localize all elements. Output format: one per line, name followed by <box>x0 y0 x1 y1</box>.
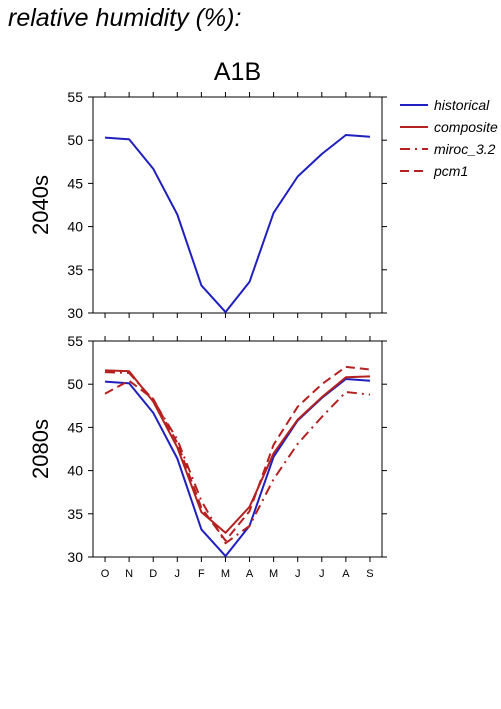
y-tick-label: 30 <box>67 305 83 321</box>
series-line-historical-2080s <box>104 378 371 558</box>
panel-label-2040s: 2040s <box>28 175 53 235</box>
y-tick-label: 35 <box>67 262 83 278</box>
legend-label-miroc-3-2: miroc_3.2 <box>434 141 496 157</box>
y-tick-label: 55 <box>67 333 83 349</box>
y-tick-label: 40 <box>67 463 83 479</box>
y-tick-label: 30 <box>67 549 83 565</box>
y-tick-label: 40 <box>67 219 83 235</box>
x-tick-label: D <box>149 568 157 580</box>
legend-label-composite: composite <box>434 119 498 135</box>
series-line-pcm1-2080s <box>104 365 371 542</box>
x-tick-label: A <box>342 568 350 580</box>
y-tick-label: 55 <box>67 89 83 105</box>
plot-frame-2040s <box>92 96 383 314</box>
x-tick-label: J <box>319 568 325 580</box>
x-tick-label: J <box>175 568 181 580</box>
x-tick-label: O <box>101 568 110 580</box>
series-line-miroc-3-2-2080s <box>104 371 371 545</box>
y-tick-label: 35 <box>67 506 83 522</box>
x-tick-label: F <box>198 568 205 580</box>
y-tick-label: 50 <box>67 376 83 392</box>
chart-title: A1B <box>214 58 261 86</box>
series-line-composite-2080s <box>104 369 371 534</box>
x-tick-label: M <box>269 568 278 580</box>
x-tick-label: S <box>366 568 373 580</box>
plot-frame-2080s <box>92 340 383 558</box>
x-tick-label: M <box>221 568 230 580</box>
y-tick-label: 45 <box>67 175 83 191</box>
x-tick-label: J <box>295 568 301 580</box>
y-tick-label: 50 <box>67 132 83 148</box>
x-tick-label: N <box>125 568 133 580</box>
series-line-historical-2040s <box>104 134 371 314</box>
legend-label-pcm1: pcm1 <box>433 163 468 179</box>
page-title: relative humidity (%): <box>8 4 242 32</box>
panel-label-2080s: 2080s <box>28 419 53 479</box>
y-tick-label: 45 <box>67 419 83 435</box>
x-tick-label: A <box>246 568 254 580</box>
legend-label-historical: historical <box>434 97 490 113</box>
